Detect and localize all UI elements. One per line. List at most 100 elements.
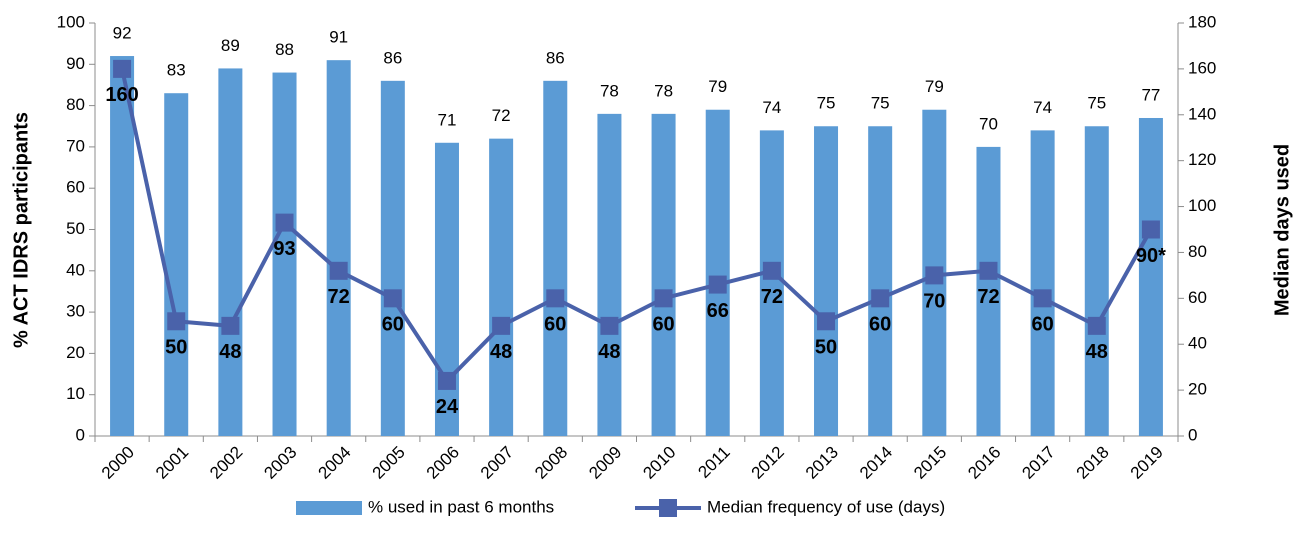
- line-label: 60: [544, 314, 566, 336]
- legend-label: % used in past 6 months: [368, 497, 554, 516]
- line-marker: [925, 266, 944, 285]
- x-tick-label: 2010: [639, 443, 679, 483]
- y-tick-label: 100: [57, 12, 85, 31]
- y2-tick-label: 140: [1188, 104, 1216, 123]
- bar-label: 75: [817, 94, 836, 113]
- line-marker: [383, 289, 402, 308]
- line-label: 60: [652, 314, 674, 336]
- line-marker: [492, 316, 511, 335]
- line-marker: [1033, 289, 1052, 308]
- bar: [651, 113, 676, 437]
- bar: [380, 80, 405, 436]
- bar: [434, 142, 459, 436]
- x-tick-label: 2007: [477, 443, 517, 483]
- x-tick-label: 2006: [423, 443, 463, 483]
- line-marker: [817, 312, 836, 331]
- bar: [868, 126, 893, 436]
- line-marker: [329, 261, 348, 280]
- bar-label: 75: [871, 94, 890, 113]
- x-tick-label: 2015: [910, 443, 950, 483]
- line-label: 93: [273, 238, 295, 260]
- y-tick-label: 70: [66, 136, 85, 155]
- x-tick-label: 2018: [1073, 443, 1113, 483]
- y2-axis-title: Median days used: [1271, 144, 1293, 316]
- y-tick-label: 90: [66, 54, 85, 73]
- x-tick-label: 2017: [1018, 443, 1058, 483]
- bar: [976, 146, 1001, 436]
- bar: [814, 126, 839, 436]
- y-tick-label: 40: [66, 260, 85, 279]
- bar-label: 70: [979, 114, 998, 133]
- y2-tick-label: 60: [1188, 288, 1207, 307]
- bar: [759, 130, 784, 436]
- bar: [272, 72, 297, 436]
- y2-tick-label: 120: [1188, 150, 1216, 169]
- y-tick-label: 50: [66, 219, 85, 238]
- line-marker: [654, 289, 673, 308]
- line-label: 50: [165, 337, 187, 359]
- bar-label: 92: [113, 24, 132, 43]
- bar: [705, 109, 730, 436]
- line-label: 24: [436, 396, 459, 418]
- line-label: 48: [598, 341, 620, 363]
- bar: [218, 68, 243, 437]
- bar: [597, 113, 622, 437]
- legend-swatch: [296, 501, 362, 515]
- y-tick-label: 30: [66, 302, 85, 321]
- line-label: 60: [1032, 314, 1054, 336]
- line: [120, 68, 1153, 385]
- line-marker: [762, 261, 781, 280]
- bar-label: 79: [708, 77, 727, 96]
- bar: [489, 138, 514, 436]
- bar-label: 88: [275, 40, 294, 59]
- line-marker: [221, 316, 240, 335]
- y-axis-title: % ACT IDRS participants: [10, 112, 32, 348]
- bar: [1084, 126, 1109, 436]
- bar: [1138, 117, 1163, 437]
- line-marker: [113, 59, 132, 78]
- line-marker: [275, 213, 294, 232]
- line-label: 90*: [1136, 245, 1166, 267]
- bar: [326, 60, 351, 437]
- y2-tick-label: 40: [1188, 334, 1207, 353]
- x-tick-label: 2000: [98, 443, 138, 483]
- bar-label: 89: [221, 36, 240, 55]
- x-tick-label: 2011: [694, 443, 733, 482]
- line-marker: [871, 289, 890, 308]
- bar: [543, 80, 568, 436]
- bar-label: 75: [1087, 94, 1106, 113]
- line-label: 60: [869, 314, 891, 336]
- y-tick-label: 0: [76, 425, 85, 444]
- y2-tick-label: 80: [1188, 242, 1207, 261]
- y2-tick-label: 20: [1188, 380, 1207, 399]
- line-marker: [1087, 316, 1106, 335]
- legend-label: Median frequency of use (days): [707, 497, 945, 516]
- x-tick-label: 2013: [802, 443, 842, 483]
- x-tick-label: 2014: [856, 443, 896, 483]
- bar-label: 77: [1141, 85, 1160, 104]
- y-tick-label: 10: [66, 384, 85, 403]
- y2-tick-label: 180: [1188, 12, 1216, 31]
- line-label: 70: [923, 291, 945, 313]
- x-tick-label: 2008: [531, 443, 571, 483]
- bar-label: 72: [492, 106, 511, 125]
- line-label: 72: [761, 286, 783, 308]
- bar: [110, 56, 135, 436]
- bar-label: 78: [600, 81, 619, 100]
- bar-label: 86: [546, 48, 565, 67]
- bar-label: 74: [762, 98, 781, 117]
- x-tick-label: 2009: [585, 443, 625, 483]
- x-tick-label: 2016: [964, 443, 1004, 483]
- line-label: 160: [105, 84, 138, 106]
- bar-label: 86: [383, 48, 402, 67]
- bar-label: 91: [329, 28, 348, 47]
- y2-tick-label: 100: [1188, 196, 1216, 215]
- y2-tick-label: 160: [1188, 58, 1216, 77]
- line-marker: [708, 275, 727, 294]
- bar-label: 78: [654, 81, 673, 100]
- x-tick-label: 2019: [1127, 443, 1167, 483]
- bar-label: 74: [1033, 98, 1052, 117]
- line-label: 48: [490, 341, 512, 363]
- line-marker: [437, 371, 456, 390]
